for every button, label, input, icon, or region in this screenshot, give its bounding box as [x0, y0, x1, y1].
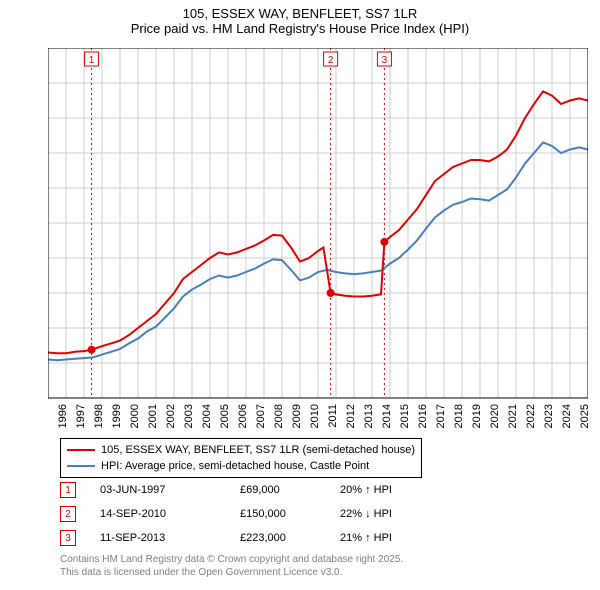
svg-text:2020: 2020 [489, 404, 501, 428]
title-address: 105, ESSEX WAY, BENFLEET, SS7 1LR [0, 6, 600, 21]
svg-text:2000: 2000 [129, 404, 141, 428]
sale-price: £150,000 [240, 508, 340, 520]
title-block: 105, ESSEX WAY, BENFLEET, SS7 1LR Price … [0, 0, 600, 36]
sales-row: 2 14-SEP-2010 £150,000 22% ↓ HPI [60, 502, 460, 526]
svg-text:2022: 2022 [525, 404, 537, 428]
svg-text:2023: 2023 [543, 404, 555, 428]
legend-swatch [67, 449, 95, 451]
sales-row: 1 03-JUN-1997 £69,000 20% ↑ HPI [60, 478, 460, 502]
footer-line: This data is licensed under the Open Gov… [60, 567, 403, 580]
sale-date: 03-JUN-1997 [100, 484, 240, 496]
sale-delta: 21% ↑ HPI [340, 532, 460, 544]
title-subtitle: Price paid vs. HM Land Registry's House … [0, 21, 600, 36]
svg-text:2005: 2005 [219, 404, 231, 428]
sale-marker-icon: 3 [60, 530, 76, 546]
sale-delta: 20% ↑ HPI [340, 484, 460, 496]
legend: 105, ESSEX WAY, BENFLEET, SS7 1LR (semi-… [60, 438, 422, 478]
svg-text:2013: 2013 [363, 404, 375, 428]
svg-text:2001: 2001 [147, 404, 159, 428]
svg-text:2007: 2007 [255, 404, 267, 428]
sale-delta: 22% ↓ HPI [340, 508, 460, 520]
svg-text:1: 1 [89, 55, 95, 66]
footer: Contains HM Land Registry data © Crown c… [60, 554, 403, 579]
svg-text:2024: 2024 [561, 404, 573, 428]
svg-text:2008: 2008 [273, 404, 285, 428]
sale-marker-icon: 1 [60, 482, 76, 498]
sales-table: 1 03-JUN-1997 £69,000 20% ↑ HPI 2 14-SEP… [60, 478, 460, 550]
svg-text:2011: 2011 [327, 404, 339, 428]
svg-text:2021: 2021 [507, 404, 519, 428]
svg-text:2004: 2004 [201, 404, 213, 428]
svg-text:2014: 2014 [381, 404, 393, 428]
sale-date: 11-SEP-2013 [100, 532, 240, 544]
sales-row: 3 11-SEP-2013 £223,000 21% ↑ HPI [60, 526, 460, 550]
svg-text:2016: 2016 [417, 404, 429, 428]
svg-text:2017: 2017 [435, 404, 447, 428]
sale-marker-icon: 2 [60, 506, 76, 522]
footer-line: Contains HM Land Registry data © Crown c… [60, 554, 403, 567]
chart-container: 105, ESSEX WAY, BENFLEET, SS7 1LR Price … [0, 0, 600, 590]
svg-text:2018: 2018 [453, 404, 465, 428]
svg-text:2002: 2002 [165, 404, 177, 428]
svg-text:2: 2 [328, 55, 334, 66]
sale-date: 14-SEP-2010 [100, 508, 240, 520]
svg-text:1997: 1997 [75, 404, 87, 428]
legend-row: HPI: Average price, semi-detached house,… [67, 458, 415, 474]
sale-price: £223,000 [240, 532, 340, 544]
svg-text:2019: 2019 [471, 404, 483, 428]
svg-text:3: 3 [382, 55, 388, 66]
legend-swatch [67, 465, 95, 467]
svg-text:2025: 2025 [579, 404, 588, 428]
chart-area: £0£50K£100K£150K£200K£250K£300K£350K£400… [48, 48, 588, 398]
svg-text:2015: 2015 [399, 404, 411, 428]
sale-price: £69,000 [240, 484, 340, 496]
svg-text:1996: 1996 [57, 404, 69, 428]
svg-text:1998: 1998 [93, 404, 105, 428]
svg-text:2012: 2012 [345, 404, 357, 428]
svg-text:1999: 1999 [111, 404, 123, 428]
legend-row: 105, ESSEX WAY, BENFLEET, SS7 1LR (semi-… [67, 442, 415, 458]
svg-text:2010: 2010 [309, 404, 321, 428]
svg-text:2003: 2003 [183, 404, 195, 428]
svg-text:2006: 2006 [237, 404, 249, 428]
line-chart-svg: £0£50K£100K£150K£200K£250K£300K£350K£400… [48, 48, 588, 438]
legend-label: 105, ESSEX WAY, BENFLEET, SS7 1LR (semi-… [101, 444, 415, 456]
svg-text:2009: 2009 [291, 404, 303, 428]
svg-text:1995: 1995 [48, 404, 51, 428]
legend-label: HPI: Average price, semi-detached house,… [101, 460, 369, 472]
